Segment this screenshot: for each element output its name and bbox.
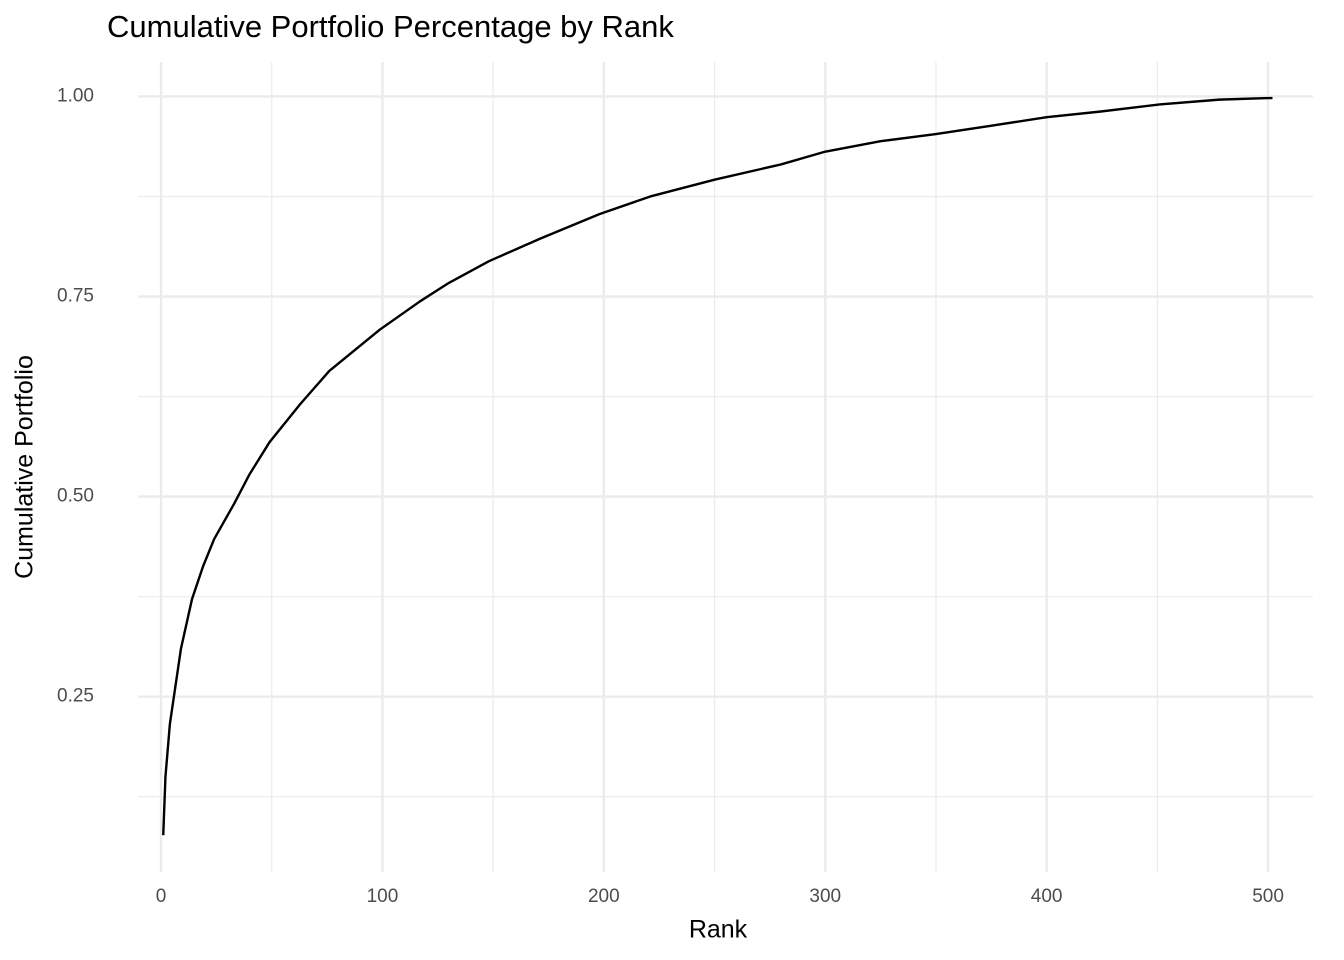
plot-marks	[162, 96, 1273, 836]
grid	[138, 62, 1313, 872]
chart-title: Cumulative Portfolio Percentage by Rank	[107, 9, 674, 44]
y-axis-label: Cumulative Portfolio	[11, 355, 39, 579]
y-tick-label: 1.00	[57, 85, 94, 106]
x-tick-label: 200	[588, 886, 620, 907]
x-tick-label: 500	[1252, 886, 1284, 907]
x-tick-label: 100	[367, 886, 399, 907]
y-tick-label: 0.75	[57, 286, 94, 307]
y-tick-label: 0.50	[57, 486, 94, 507]
x-tick-label: 400	[1031, 886, 1063, 907]
x-tick-label: 300	[809, 886, 841, 907]
line-series	[162, 96, 1273, 836]
x-axis-label: Rank	[689, 916, 748, 944]
y-tick-label: 0.25	[57, 686, 94, 707]
x-tick-label: 0	[156, 886, 167, 907]
